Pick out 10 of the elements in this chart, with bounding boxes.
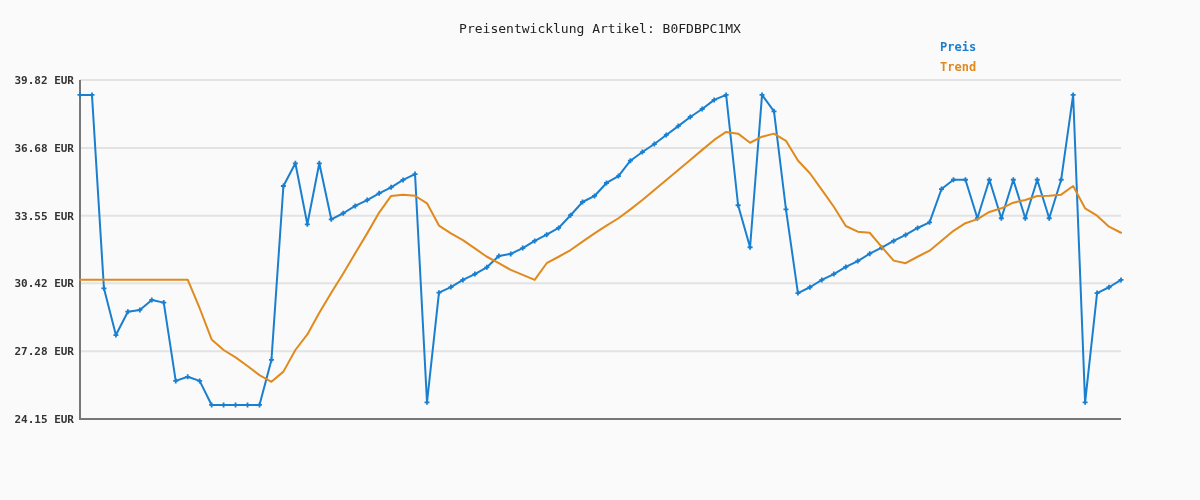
line-series [79,130,1122,383]
y-tick-label: 39.82 EUR [14,74,75,87]
text: Trend [940,60,977,74]
chart-title: Preisentwicklung Artikel: B0FDBPC1MX [459,21,742,36]
y-tick-label: 24.15 EUR [14,413,75,426]
y-tick-label: 30.42 EUR [14,277,75,291]
text: Preis [940,40,977,54]
y-tick-label: 27.28 EUR [14,345,75,359]
y-tick-label: 36.68 EUR [14,141,75,155]
y-tick-label: 33.55 EUR [14,209,75,223]
